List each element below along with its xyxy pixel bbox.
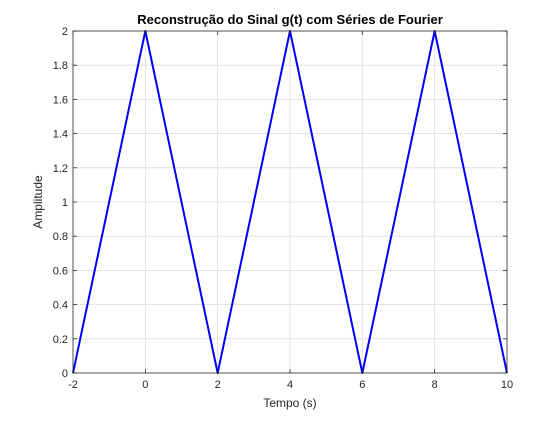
x-tick-label: 2 — [215, 379, 221, 391]
y-ticks: 0 0.2 0.4 0.6 0.8 1 1.2 1.4 1.6 1.8 2 — [53, 26, 507, 380]
y-tick-label: 0 — [62, 368, 68, 380]
y-tick-label: 0.6 — [53, 265, 68, 277]
x-tick-label: 10 — [501, 379, 513, 391]
grid — [73, 31, 507, 373]
y-tick-label: 1.2 — [53, 163, 68, 175]
x-tick-label: 4 — [287, 379, 293, 391]
x-ticks: -2 0 2 4 6 8 10 — [68, 31, 513, 391]
x-tick-label: 0 — [142, 379, 148, 391]
y-tick-label: 1.6 — [53, 94, 68, 106]
y-tick-label: 1.8 — [53, 60, 68, 72]
y-tick-label: 1.4 — [53, 129, 68, 141]
x-tick-label: -2 — [68, 379, 78, 391]
x-tick-label: 8 — [432, 379, 438, 391]
y-tick-label: 0.4 — [53, 300, 68, 312]
chart-title: Reconstrução do Sinal g(t) com Séries de… — [137, 12, 443, 27]
y-axis-label: Amplitude — [31, 175, 45, 229]
x-axis-label: Tempo (s) — [263, 396, 316, 410]
y-tick-label: 0.2 — [53, 334, 68, 346]
y-tick-label: 2 — [62, 26, 68, 38]
y-tick-label: 1 — [62, 197, 68, 209]
y-tick-label: 0.8 — [53, 231, 68, 243]
x-tick-label: 6 — [359, 379, 365, 391]
